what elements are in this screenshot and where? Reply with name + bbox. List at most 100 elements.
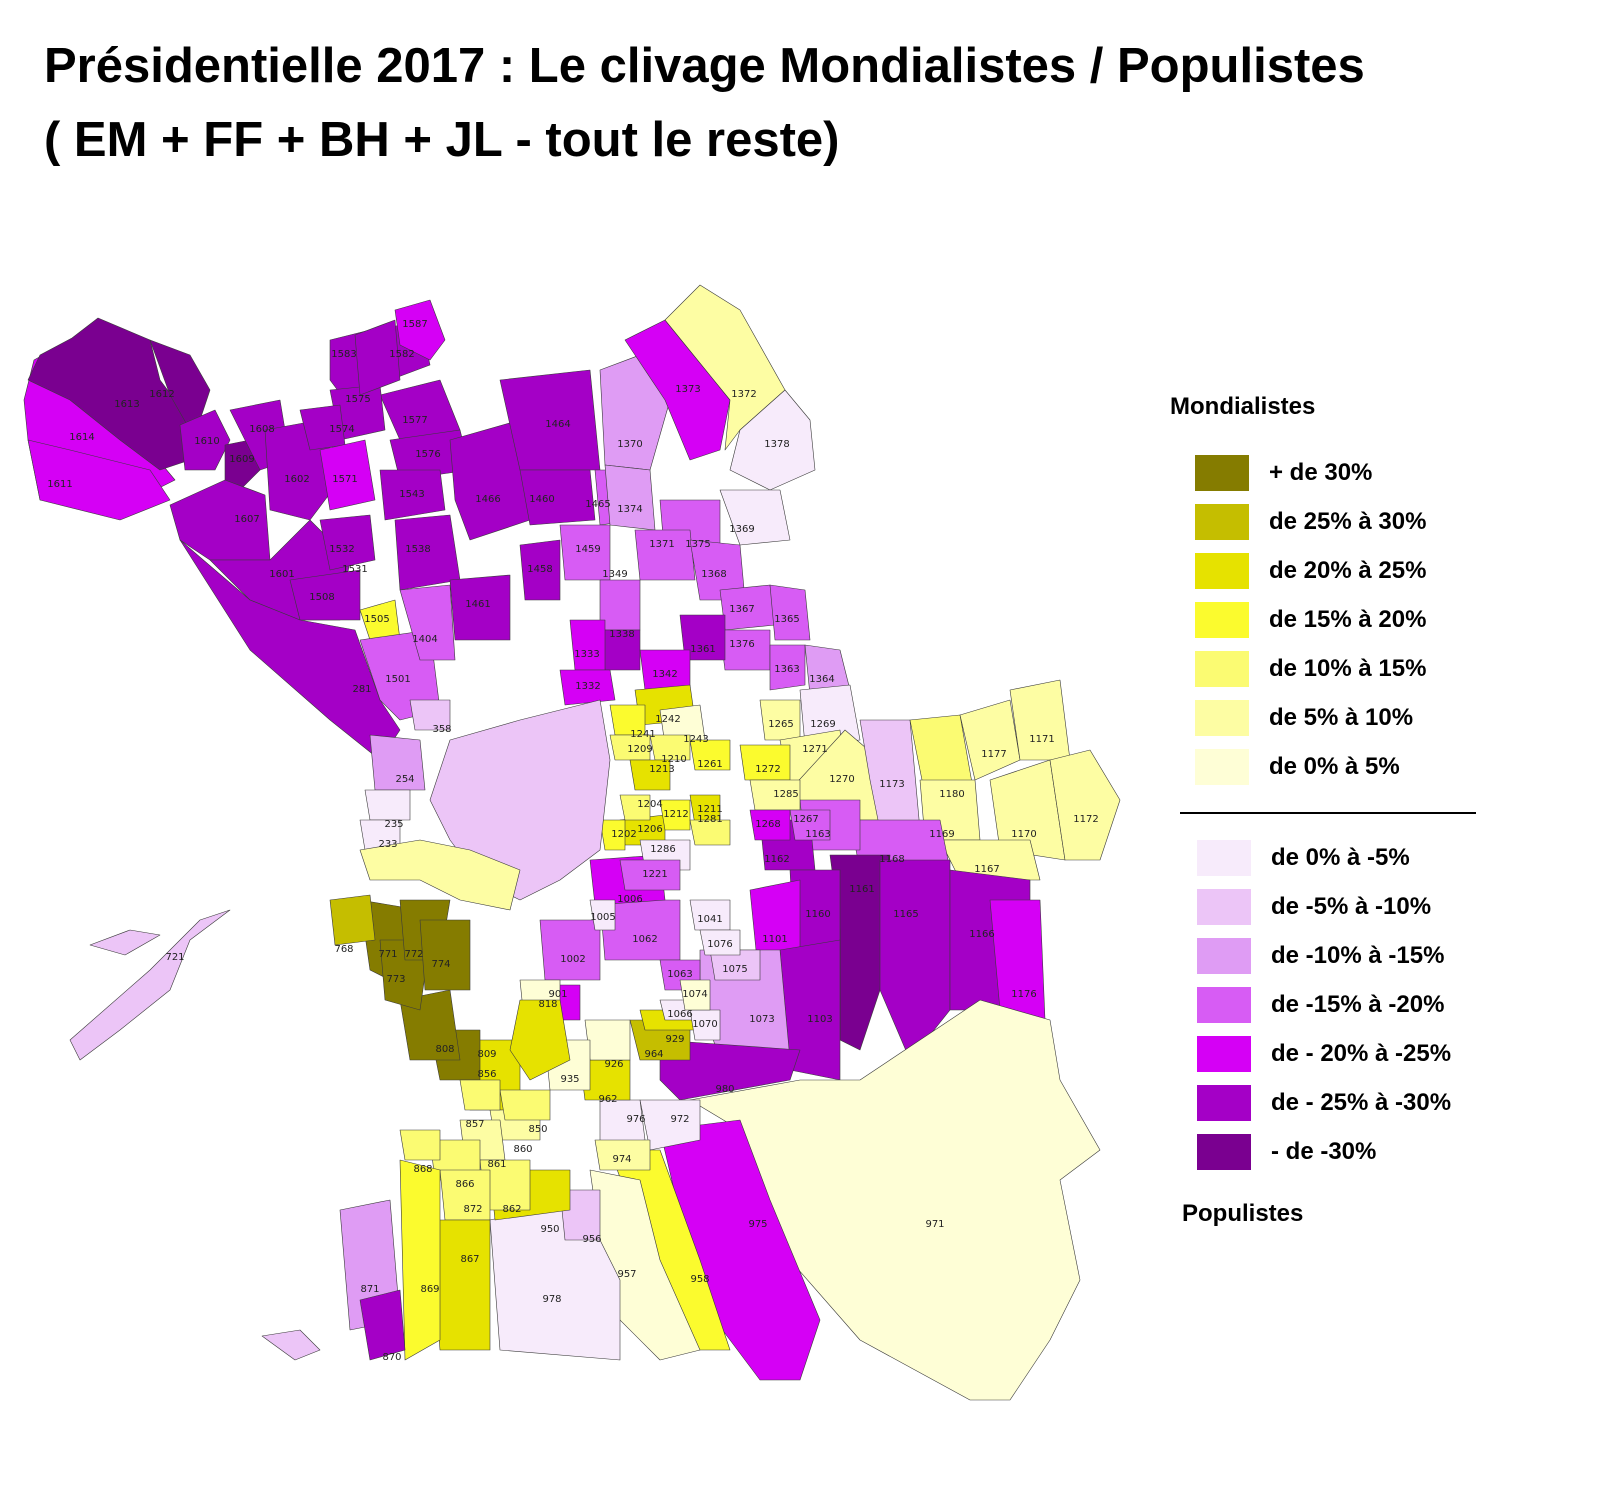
label-1458: 1458: [527, 564, 552, 575]
label-901: 901: [548, 989, 567, 1000]
region-1460: [519, 469, 596, 526]
label-1538: 1538: [405, 544, 430, 555]
label-1161: 1161: [849, 884, 874, 895]
region-972: [639, 1099, 701, 1151]
legend-heading-mondialistes: Mondialistes: [1170, 393, 1316, 420]
label-1531: 1531: [342, 564, 367, 575]
label-1508: 1508: [309, 592, 334, 603]
region-1361: [679, 614, 726, 661]
legend-heading-populistes: Populistes: [1182, 1200, 1304, 1227]
label-1349: 1349: [602, 569, 627, 580]
label-771: 771: [378, 949, 397, 960]
label-980: 980: [715, 1084, 734, 1095]
label-1609: 1609: [229, 454, 254, 465]
label-1602: 1602: [284, 474, 309, 485]
label-978: 978: [542, 1294, 561, 1305]
label-1601: 1601: [269, 569, 294, 580]
region-1005: [589, 899, 616, 931]
label-1286: 1286: [650, 844, 675, 855]
label-974: 974: [612, 1154, 631, 1165]
legend-item: de 0% à 5%: [1195, 749, 1400, 785]
label-1002: 1002: [560, 954, 585, 965]
label-1101: 1101: [762, 934, 787, 945]
label-1006: 1006: [617, 894, 642, 905]
legend-item: de 5% à 10%: [1195, 700, 1413, 736]
region-1371: [634, 529, 696, 581]
label-1176: 1176: [1011, 989, 1036, 1000]
legend-label: de - 25% à -30%: [1271, 1089, 1452, 1116]
legend-swatch: [1195, 700, 1249, 736]
map-title-line-1: Présidentielle 2017 : Le clivage Mondial…: [44, 39, 1365, 93]
legend-item: de 25% à 30%: [1195, 504, 1426, 540]
region-south-yellow: [509, 999, 571, 1081]
label-1501: 1501: [385, 674, 410, 685]
label-1041: 1041: [697, 914, 722, 925]
label-809: 809: [477, 1049, 496, 1060]
label-1170: 1170: [1011, 829, 1036, 840]
legend-label: de 5% à 10%: [1269, 704, 1414, 731]
legend-item: de 0% à -5%: [1197, 840, 1410, 876]
region-1075: [709, 949, 761, 981]
region-1376: [719, 629, 771, 671]
region-1212: [659, 799, 691, 831]
label-1169: 1169: [929, 829, 954, 840]
region-1281: [689, 819, 731, 846]
label-1281: 1281: [697, 814, 722, 825]
region-1370: [599, 354, 671, 471]
label-868: 868: [413, 1164, 432, 1175]
label-1368: 1368: [701, 569, 726, 580]
label-929: 929: [665, 1034, 684, 1045]
region-center-yellow: [359, 839, 521, 911]
region-1172: [1049, 749, 1121, 861]
label-1361: 1361: [690, 644, 715, 655]
region-1532: [319, 514, 376, 571]
legend-swatch: [1195, 651, 1249, 687]
label-1160: 1160: [805, 909, 830, 920]
region-869: [399, 1159, 441, 1361]
label-1610: 1610: [194, 436, 219, 447]
legend-label: de 0% à 5%: [1269, 753, 1400, 780]
label-1165: 1165: [893, 909, 918, 920]
label-1378: 1378: [764, 439, 789, 450]
label-1612: 1612: [149, 389, 174, 400]
label-1285: 1285: [773, 789, 798, 800]
label-1333: 1333: [574, 649, 599, 660]
label-1532: 1532: [329, 544, 354, 555]
region-1611: [27, 439, 171, 521]
region-1543: [379, 469, 446, 521]
label-1365: 1365: [774, 614, 799, 625]
region-774: [419, 919, 471, 991]
region-281: [179, 539, 401, 761]
region-1213: [629, 759, 671, 791]
region-1374: [604, 464, 656, 531]
label-861: 861: [487, 1159, 506, 1170]
label-1543: 1543: [399, 489, 424, 500]
label-850: 850: [528, 1124, 547, 1135]
region-center-core: [429, 699, 611, 901]
region-1369: [719, 489, 791, 546]
legend-label: - de -30%: [1271, 1138, 1377, 1165]
label-1211: 1211: [697, 804, 722, 815]
label-1177: 1177: [981, 749, 1006, 760]
legend-item: de -10% à -15%: [1197, 938, 1444, 974]
label-1465: 1465: [585, 499, 610, 510]
legend-label: de 20% à 25%: [1269, 557, 1427, 584]
label-1404: 1404: [412, 634, 437, 645]
label-281: 281: [352, 684, 371, 695]
region-868: [399, 1129, 441, 1161]
legend-separator: [1180, 812, 1476, 814]
label-956: 956: [582, 1234, 601, 1245]
label-1371: 1371: [649, 539, 674, 550]
label-1575: 1575: [345, 394, 370, 405]
label-1373: 1373: [675, 384, 700, 395]
label-1608: 1608: [249, 424, 274, 435]
label-1374: 1374: [617, 504, 642, 515]
label-1459: 1459: [575, 544, 600, 555]
label-872: 872: [463, 1204, 482, 1215]
label-233: 233: [378, 839, 397, 850]
label-1206: 1206: [637, 824, 662, 835]
region-1461: [449, 574, 511, 641]
label-1613: 1613: [114, 399, 139, 410]
label-869: 869: [420, 1284, 439, 1295]
legend-item: de 15% à 20%: [1195, 602, 1426, 638]
